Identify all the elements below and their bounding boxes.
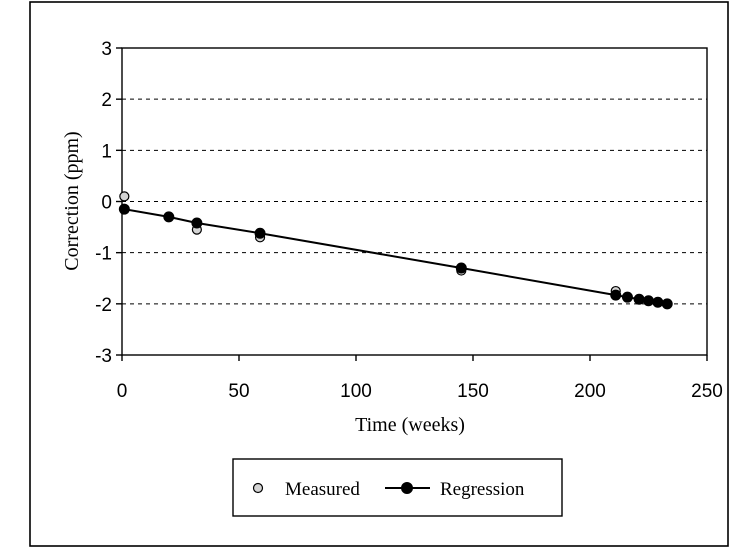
- y-tick-label: 0: [101, 193, 112, 214]
- regression-point: [163, 211, 175, 223]
- x-axis-label: Time (weeks): [355, 414, 465, 436]
- chart-frame: [29, 1, 729, 547]
- regression-line: [124, 208, 668, 305]
- y-tick-label: 2: [101, 90, 112, 111]
- y-tick-label: -1: [95, 244, 112, 265]
- regression-point: [633, 293, 645, 305]
- regression-point: [652, 296, 664, 308]
- x-tick-label: 250: [691, 381, 723, 402]
- regression-point: [661, 298, 673, 310]
- y-tick-label: 1: [101, 141, 112, 162]
- regression-point: [118, 203, 130, 215]
- legend: Measured Regression: [232, 458, 563, 517]
- regression-point: [455, 262, 467, 274]
- regression-point: [643, 295, 654, 307]
- x-tick-label: 200: [574, 381, 606, 402]
- grid-lines: [122, 98, 707, 305]
- y-tick-label: -3: [95, 346, 112, 367]
- x-axis-ticks: 0 50 100 150 200 250: [117, 355, 723, 402]
- y-axis-label: Correction (ppm): [61, 131, 83, 270]
- x-tick-label: 50: [228, 381, 249, 402]
- regression-point: [610, 289, 622, 301]
- regression-point: [621, 291, 633, 303]
- legend-regression-marker: [401, 482, 413, 494]
- regression-point: [254, 227, 266, 239]
- y-axis-ticks: 3 2 1 0 -1 -2 -3: [95, 39, 122, 367]
- x-tick-label: 100: [340, 381, 372, 402]
- legend-measured-marker: [252, 482, 264, 494]
- legend-measured-label: Measured: [285, 479, 360, 500]
- plot-area: [121, 47, 708, 356]
- y-tick-label: 3: [101, 39, 112, 60]
- x-tick-label: 150: [457, 381, 489, 402]
- x-tick-label: 0: [117, 381, 128, 402]
- series-layer: [118, 191, 673, 310]
- y-tick-label: -2: [95, 295, 112, 316]
- legend-regression-label: Regression: [440, 479, 525, 500]
- measured-point: [119, 191, 130, 202]
- regression-point: [191, 217, 203, 229]
